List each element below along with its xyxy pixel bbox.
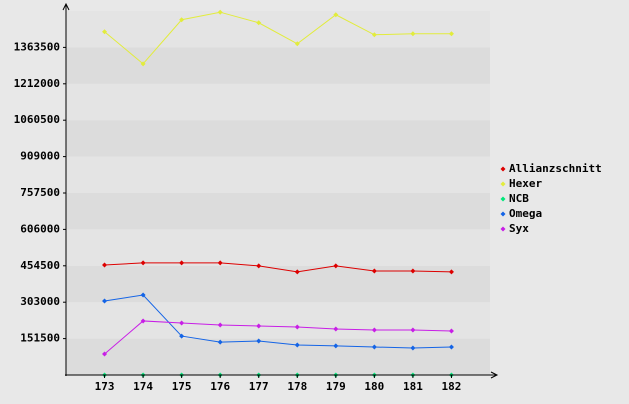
x-tick-label: 182 xyxy=(442,380,462,393)
point xyxy=(217,322,223,328)
y-tick-label: 1060500 xyxy=(14,113,60,126)
legend-marker xyxy=(500,181,506,187)
point xyxy=(102,262,108,268)
series-line xyxy=(104,320,452,355)
point xyxy=(294,269,300,275)
series-line xyxy=(104,294,452,349)
point xyxy=(448,269,454,275)
y-tick-label: 1212000 xyxy=(14,77,60,90)
grid-band xyxy=(66,229,490,266)
legend-label: Hexer xyxy=(509,177,542,190)
point xyxy=(140,260,146,266)
y-tick-label: 909000 xyxy=(20,150,60,163)
point xyxy=(333,263,339,269)
point xyxy=(179,17,185,23)
x-tick-label: 175 xyxy=(172,380,192,393)
point xyxy=(217,9,223,15)
legend-marker xyxy=(500,226,506,232)
point xyxy=(371,268,377,274)
point xyxy=(140,318,146,324)
point xyxy=(448,328,454,334)
series-line xyxy=(104,11,452,65)
y-tick-label: 454500 xyxy=(20,259,60,272)
legend-marker xyxy=(500,196,506,202)
point xyxy=(140,292,146,298)
grid-band xyxy=(66,83,490,121)
legend-marker xyxy=(500,211,506,217)
x-tick-label: 179 xyxy=(326,380,346,393)
x-tick-label: 180 xyxy=(364,380,384,393)
point xyxy=(256,338,262,344)
x-tick-label: 181 xyxy=(403,380,423,393)
point xyxy=(256,20,262,26)
point xyxy=(371,344,377,350)
series-line xyxy=(104,262,452,273)
point xyxy=(102,29,108,35)
x-axis-arrow xyxy=(490,371,499,379)
point xyxy=(371,327,377,333)
point xyxy=(371,32,377,38)
y-tick-label: 303000 xyxy=(20,295,60,308)
point xyxy=(256,323,262,329)
point xyxy=(448,31,454,37)
y-tick-label: 1363500 xyxy=(14,40,60,53)
point xyxy=(294,342,300,348)
point xyxy=(333,343,339,349)
point xyxy=(179,320,185,326)
grid-band xyxy=(66,47,490,84)
y-tick-label: 606000 xyxy=(20,222,60,235)
y-tick-label: 757500 xyxy=(20,186,60,199)
x-tick-label: 178 xyxy=(287,380,307,393)
legend-marker xyxy=(500,166,506,172)
point xyxy=(410,31,416,37)
point xyxy=(333,326,339,332)
point xyxy=(179,260,185,266)
y-tick-label: 151500 xyxy=(20,332,60,345)
legend-label: Syx xyxy=(509,222,529,235)
point xyxy=(294,324,300,330)
y-axis-arrow xyxy=(62,2,70,11)
grid-band xyxy=(66,302,490,339)
grid-band xyxy=(66,120,490,157)
x-tick-label: 176 xyxy=(210,380,230,393)
point xyxy=(410,268,416,274)
point xyxy=(217,339,223,345)
point xyxy=(179,333,185,339)
point xyxy=(294,41,300,47)
point xyxy=(256,263,262,269)
grid-band xyxy=(66,193,490,230)
x-tick-label: 177 xyxy=(249,380,269,393)
legend-label: Omega xyxy=(509,207,542,220)
grid-band xyxy=(66,156,490,193)
x-tick-label: 174 xyxy=(133,380,153,393)
point xyxy=(140,61,146,67)
point xyxy=(102,351,108,357)
legend-label: NCB xyxy=(509,192,529,205)
grid-band xyxy=(66,11,490,48)
point xyxy=(333,12,339,18)
legend-label: Allianzschnitt xyxy=(509,162,602,175)
point xyxy=(410,345,416,351)
point xyxy=(102,298,108,304)
point xyxy=(217,260,223,266)
point xyxy=(410,327,416,333)
x-tick-label: 173 xyxy=(95,380,115,393)
point xyxy=(448,344,454,350)
grid-band xyxy=(66,338,490,375)
